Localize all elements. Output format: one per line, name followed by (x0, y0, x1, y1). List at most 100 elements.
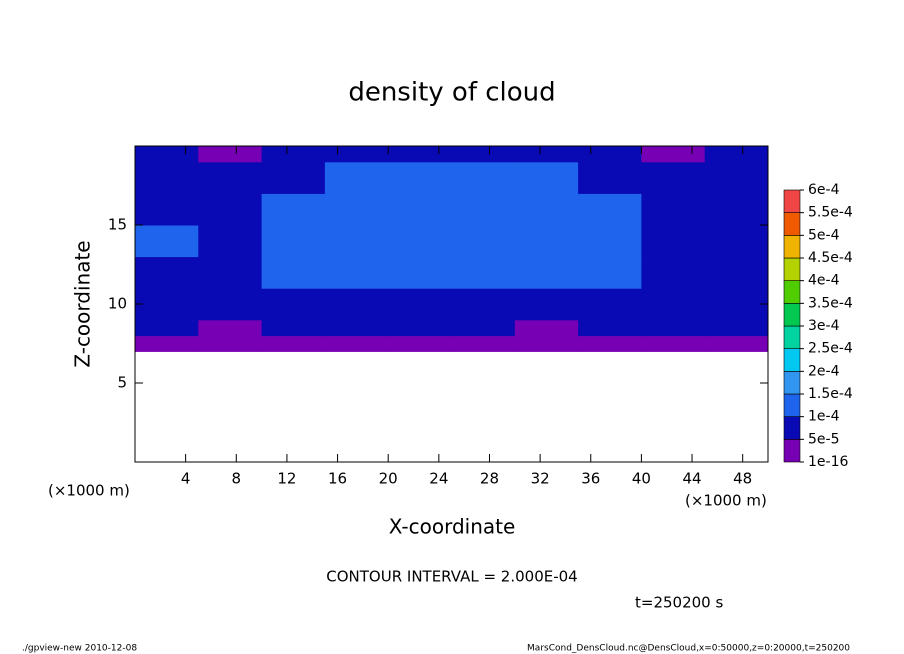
field-cell (704, 288, 769, 321)
x-tick-label: 20 (379, 470, 398, 488)
field-cell (198, 288, 263, 321)
footer-right: MarsCond_DensCloud.nc@DensCloud,x=0:5000… (527, 644, 850, 654)
colorbar-box (783, 189, 801, 213)
field-cell (514, 146, 579, 163)
colorbar-box (783, 416, 801, 440)
colorbar-box (783, 371, 801, 395)
field-cell (135, 288, 199, 321)
colorbar-label: 1e-4 (808, 409, 840, 425)
field-cell (388, 288, 452, 321)
colorbar-box (783, 325, 801, 349)
colorbar-box (783, 212, 801, 236)
field-cell (514, 161, 579, 194)
field-cell (261, 335, 326, 352)
colorbar-box (783, 257, 801, 281)
x-unit: (×1000 m) (685, 492, 767, 510)
field-cell (704, 161, 769, 194)
colorbar-label: 1e-16 (808, 454, 848, 470)
field-cell (578, 146, 642, 163)
colorbar-label: 4.5e-4 (808, 250, 853, 266)
field-cell (135, 225, 199, 258)
field-cell (198, 256, 263, 289)
field-cell (641, 146, 706, 163)
colorbar-label: 5.5e-4 (808, 205, 853, 221)
field-cell (641, 256, 706, 289)
field-cell (578, 256, 642, 289)
x-tick-label: 16 (328, 470, 347, 488)
field-cell (514, 335, 579, 352)
time-note: t=250200 s (635, 594, 723, 612)
colorbar-box (783, 235, 801, 259)
x-axis-label: X-coordinate (389, 515, 516, 539)
field (135, 146, 769, 352)
field-cell (198, 146, 263, 163)
field-cell (261, 146, 326, 163)
colorbar-box (783, 393, 801, 417)
field-cell (135, 146, 199, 163)
field-cell (388, 335, 452, 352)
footer-left: ./gpview-new 2010-12-08 (22, 644, 137, 654)
field-cell (388, 161, 452, 194)
field-cell (578, 225, 642, 258)
field-cell (704, 146, 769, 163)
field-cell (261, 225, 326, 258)
field-cell (514, 256, 579, 289)
field-cell (324, 319, 389, 337)
x-tick-label: 28 (480, 470, 499, 488)
field-cell (135, 335, 199, 352)
field-cell (641, 225, 706, 258)
field-cell (451, 335, 516, 352)
colorbar-label: 5e-4 (808, 227, 840, 243)
colorbar-label: 3.5e-4 (808, 295, 853, 311)
field-cell (135, 319, 199, 337)
field-cell (388, 256, 452, 289)
x-tick-label: 36 (581, 470, 600, 488)
field-cell (261, 288, 326, 321)
chart-title: density of cloud (348, 78, 555, 108)
field-cell (578, 161, 642, 194)
colorbar-label: 2.5e-4 (808, 341, 853, 357)
field-cell (451, 225, 516, 258)
field-cell (641, 319, 706, 337)
field-cell (704, 225, 769, 258)
field-cell (514, 225, 579, 258)
field-cell (388, 225, 452, 258)
field-cell (641, 288, 706, 321)
field-cell (641, 161, 706, 194)
field-cell (578, 288, 642, 321)
field-cell (324, 335, 389, 352)
colorbar-box (783, 439, 801, 463)
field-cell (578, 193, 642, 226)
x-tick-label: 48 (733, 470, 752, 488)
y-tick-label: 10 (108, 295, 127, 313)
colorbar-box (783, 303, 801, 327)
field-cell (135, 193, 199, 226)
field-cell (135, 256, 199, 289)
colorbar-label: 2e-4 (808, 363, 840, 379)
colorbar-box (783, 280, 801, 304)
field-cell (704, 319, 769, 337)
field-cell (388, 146, 452, 163)
field-cell (451, 193, 516, 226)
field-cell (261, 319, 326, 337)
colorbar-box (783, 348, 801, 372)
field-cell (324, 146, 389, 163)
field-cell (451, 161, 516, 194)
field-cell (261, 193, 326, 226)
contour-note: CONTOUR INTERVAL = 2.000E-04 (326, 568, 577, 586)
x-tick-label: 32 (531, 470, 550, 488)
field-cell (704, 335, 769, 352)
field-cell (451, 256, 516, 289)
field-cell (198, 193, 263, 226)
field-cell (198, 161, 263, 194)
field-cell (324, 288, 389, 321)
field-cell (704, 193, 769, 226)
colorbar-label: 1.5e-4 (808, 386, 853, 402)
x-tick-label: 24 (429, 470, 448, 488)
field-cell (324, 225, 389, 258)
x-tick-label: 8 (232, 470, 242, 488)
field-cell (198, 335, 263, 352)
colorbar-label: 5e-5 (808, 431, 839, 447)
field-cell (198, 319, 263, 337)
